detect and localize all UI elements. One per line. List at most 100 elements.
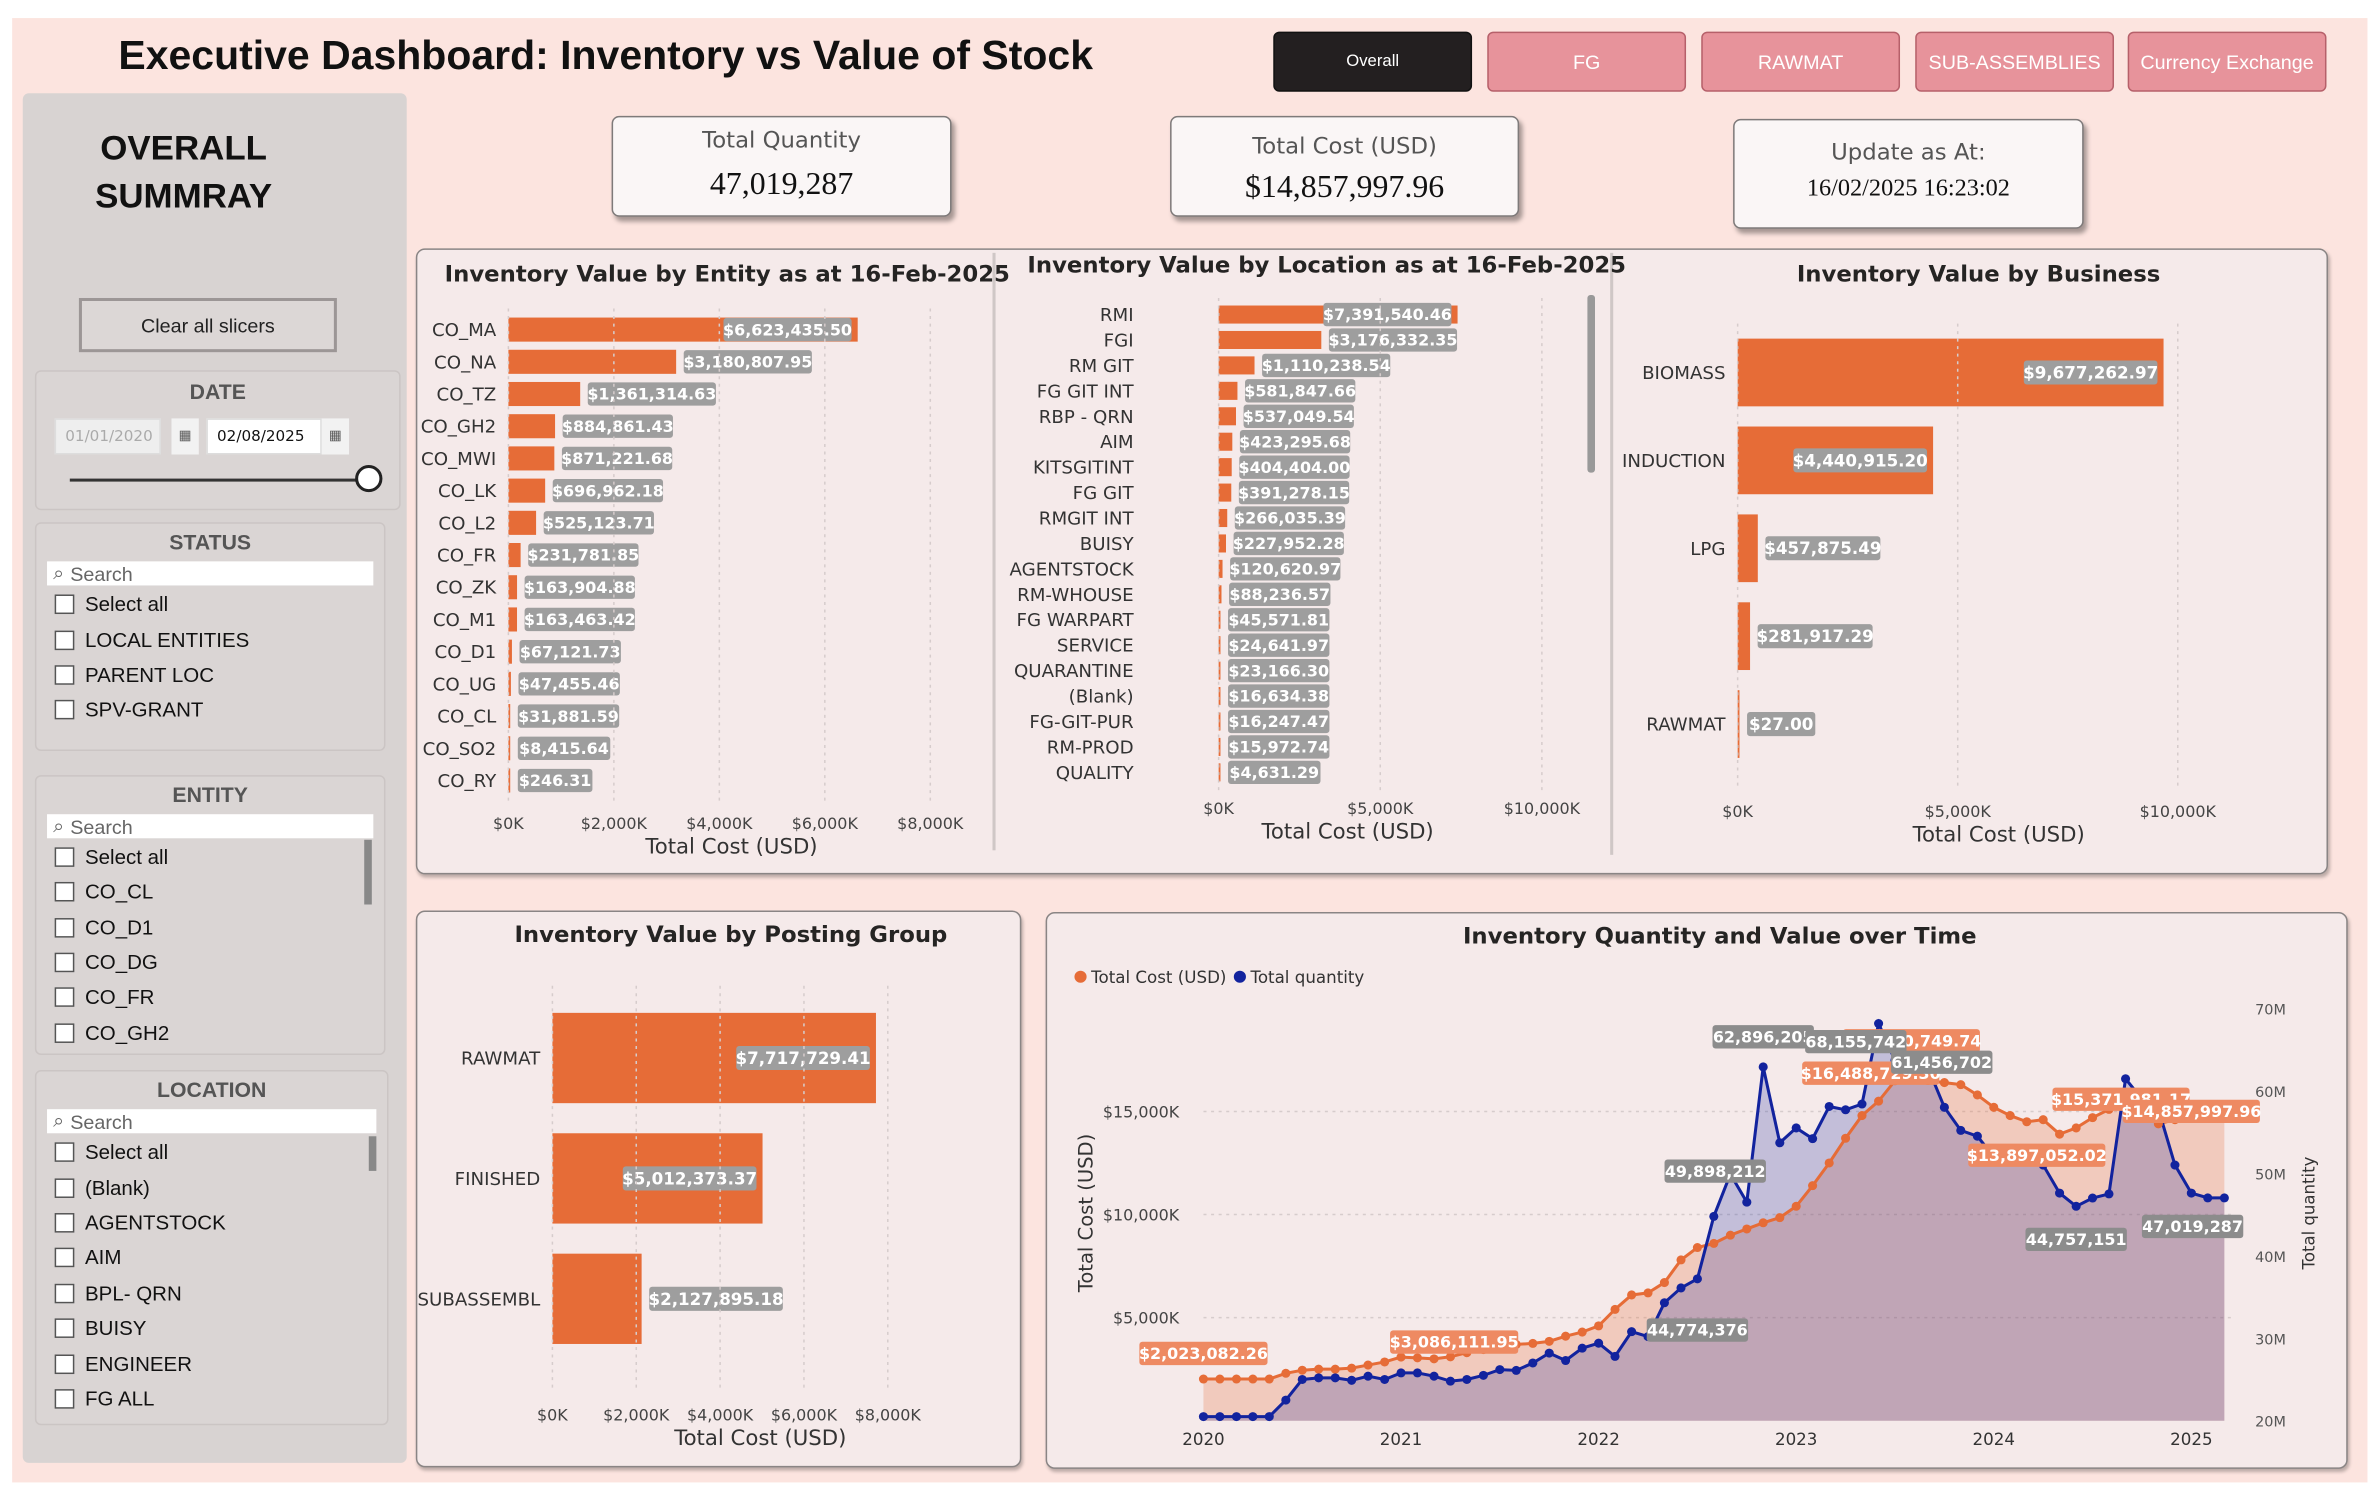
category-label: CO_MA [432, 320, 497, 341]
data-label-bg [2023, 360, 2158, 385]
legend-swatch [1233, 970, 1246, 983]
quantity-point [1231, 1412, 1242, 1422]
data-label: $163,904.88 [524, 578, 636, 597]
quantity-point [2104, 1189, 2114, 1199]
entity-option[interactable]: CO_D1 [54, 912, 153, 942]
calendar-icon[interactable]: ▦ [171, 418, 199, 455]
status-search-input[interactable]: ⌕ Search [47, 561, 374, 586]
location-option[interactable]: Select all [54, 1136, 168, 1166]
location-chart-scrollbar[interactable] [1587, 294, 1595, 473]
cost-point [1676, 1255, 1686, 1265]
clear-slicers-button[interactable]: Clear all slicers [78, 297, 337, 353]
entity-option[interactable]: CO_CL [54, 876, 153, 906]
data-label: $5,012,373.37 [622, 1169, 757, 1188]
data-label-bg [1228, 633, 1330, 657]
checkbox[interactable] [54, 1317, 75, 1338]
category-label: CO_M1 [433, 610, 496, 631]
location-option[interactable]: (Blank) [54, 1172, 150, 1202]
checkbox[interactable] [54, 1283, 75, 1303]
bar [508, 736, 511, 761]
date-start-input[interactable]: 01/01/2020 [54, 418, 161, 455]
cost-point [1380, 1357, 1390, 1367]
annotation-label-bg [1805, 1029, 1907, 1054]
location-search-input[interactable]: ⌕ Search [47, 1109, 377, 1134]
location-option[interactable]: ENGINEER [54, 1348, 193, 1378]
entity-search-input[interactable]: ⌕ Search [47, 814, 374, 839]
data-label: $581,847.66 [1244, 382, 1356, 401]
annotation-label: 68,155,742 [1805, 1032, 1906, 1051]
location-option[interactable]: AGENTSTOCK [54, 1207, 226, 1237]
status-slicer: STATUS [34, 522, 386, 751]
cost-point [1610, 1304, 1620, 1314]
date-slider-handle[interactable] [355, 465, 383, 493]
quantity-point [1511, 1365, 1521, 1375]
nav-overall-button[interactable]: Overall [1273, 31, 1473, 92]
data-label-bg [736, 1045, 870, 1071]
quantity-point [1692, 1274, 1702, 1284]
category-label: SUBASSEMBL [418, 1289, 541, 1310]
checkbox[interactable] [54, 593, 75, 614]
nav-rawmat-button[interactable]: RAWMAT [1701, 31, 1901, 92]
checkbox[interactable] [54, 917, 75, 937]
data-label-bg [1328, 328, 1458, 352]
entity-option[interactable]: CO_FR [54, 981, 154, 1011]
date-slider-track[interactable] [69, 478, 365, 482]
x-tick-label: $10,000K [2140, 802, 2217, 821]
panel-divider [992, 252, 996, 851]
checkbox[interactable] [54, 1388, 75, 1408]
status-option[interactable]: LOCAL ENTITIES [54, 625, 249, 655]
cost-point [1248, 1374, 1258, 1384]
data-label: $67,121.73 [520, 642, 621, 661]
checkbox[interactable] [54, 1246, 75, 1267]
checkbox[interactable] [54, 1141, 75, 1162]
data-label: $31,881.59 [518, 707, 619, 726]
location-scrollbar[interactable] [368, 1136, 377, 1171]
cost-point [2022, 1117, 2032, 1127]
location-option[interactable]: BUISY [54, 1312, 146, 1342]
checkbox[interactable] [54, 699, 75, 719]
checkbox[interactable] [54, 846, 75, 867]
calendar-icon[interactable]: ▦ [321, 418, 350, 455]
quantity-point [1561, 1355, 1571, 1366]
entity-option[interactable]: CO_GH2 [54, 1017, 169, 1047]
data-label: $120,620.97 [1229, 560, 1341, 579]
bar [508, 543, 521, 568]
date-slicer-label: DATE [189, 379, 246, 404]
quantity-point [2186, 1188, 2196, 1198]
location-option[interactable]: BPL- QRN [54, 1278, 182, 1308]
category-label: FINISHED [455, 1169, 541, 1190]
entity-scrollbar[interactable] [364, 839, 372, 905]
bar [508, 349, 677, 374]
search-icon: ⌕ [53, 814, 65, 837]
x-tick-label: $4,000K [686, 814, 753, 833]
location-option-label: ENGINEER [84, 1352, 193, 1375]
status-option[interactable]: PARENT LOC [54, 659, 214, 689]
date-end-input[interactable]: 02/08/2025 [206, 418, 322, 455]
category-label: FG WARPART [1016, 610, 1134, 631]
status-option[interactable]: Select all [54, 588, 168, 618]
nav-subassemblies-button[interactable]: SUB-ASSEMBLIES [1915, 31, 2115, 92]
x-tick-label: 2025 [2170, 1430, 2212, 1449]
status-option[interactable]: SPV-GRANT [54, 694, 203, 724]
nav-fg-button[interactable]: FG [1487, 31, 1687, 92]
entity-option[interactable]: CO_DG [54, 947, 158, 977]
x-axis-title: Total Cost (USD) [673, 1425, 846, 1450]
bar [1737, 602, 1751, 671]
checkbox[interactable] [54, 951, 75, 972]
location-option[interactable]: FG ALL [54, 1383, 154, 1413]
checkbox[interactable] [54, 1022, 75, 1043]
data-label: $4,440,915.20 [1793, 451, 1928, 470]
category-label: CO_LK [438, 481, 497, 502]
checkbox[interactable] [54, 664, 75, 685]
checkbox[interactable] [54, 1212, 75, 1232]
data-label: $246.31 [519, 771, 592, 790]
entity-option[interactable]: Select all [54, 841, 168, 871]
data-label-bg [1234, 506, 1346, 530]
nav-currency-exchange-button[interactable]: Currency Exchange [2127, 31, 2327, 92]
checkbox[interactable] [54, 881, 75, 901]
checkbox[interactable] [54, 986, 75, 1007]
checkbox[interactable] [54, 1177, 75, 1198]
checkbox[interactable] [54, 1353, 75, 1374]
checkbox[interactable] [54, 629, 75, 650]
location-option[interactable]: AIM [54, 1242, 121, 1272]
